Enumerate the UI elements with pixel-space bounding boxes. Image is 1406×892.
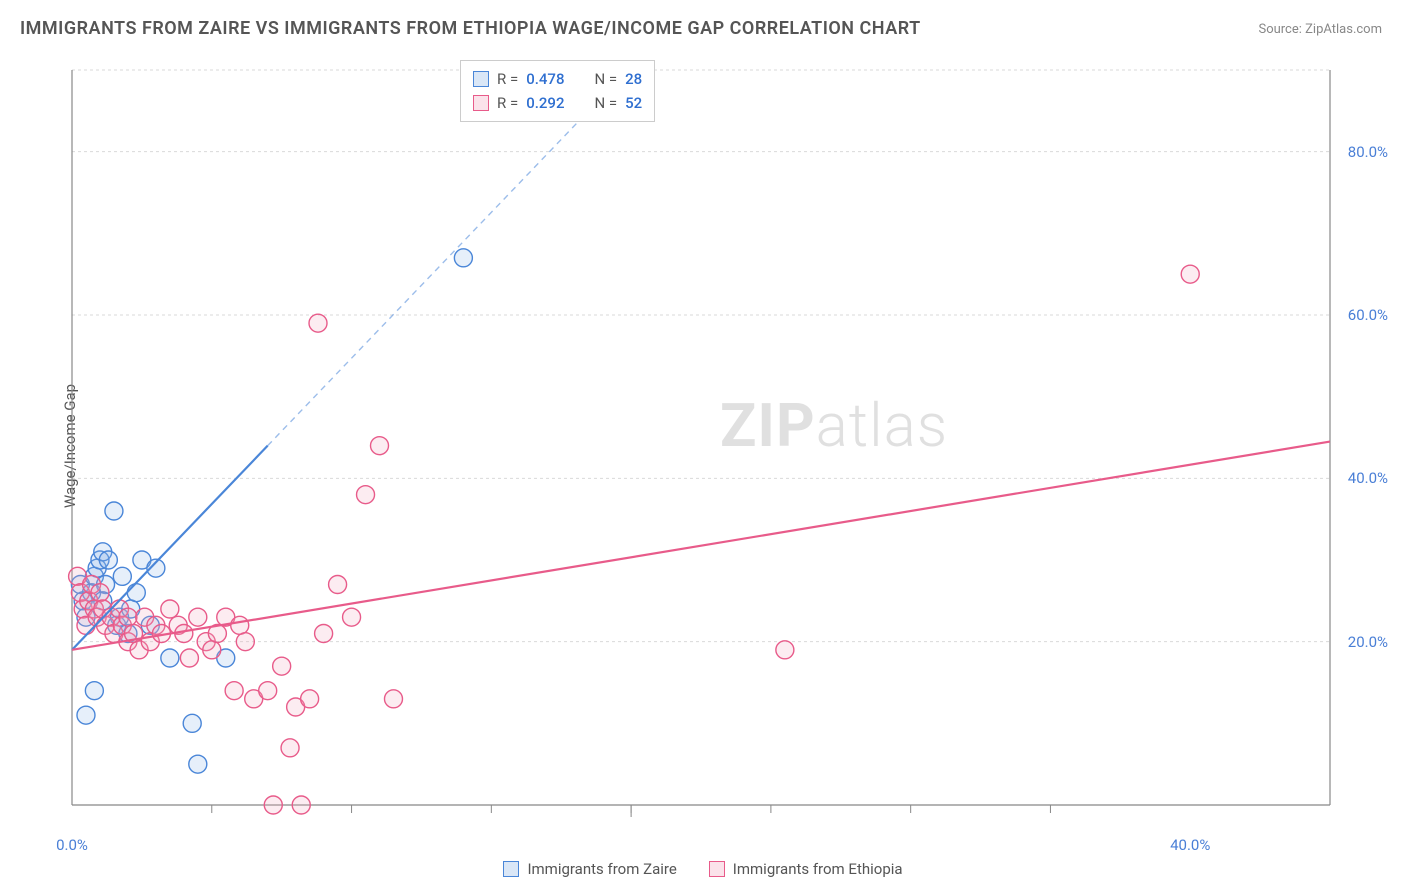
- chart-title: IMMIGRANTS FROM ZAIRE VS IMMIGRANTS FROM…: [20, 18, 921, 39]
- legend-series: Immigrants from Zaire Immigrants from Eth…: [0, 860, 1406, 878]
- r-label: R =: [497, 70, 518, 88]
- legend-series-item: Immigrants from Ethiopia: [709, 860, 903, 878]
- legend-swatch: [473, 71, 489, 87]
- source-label: Source: ZipAtlas.com: [1258, 22, 1382, 37]
- r-value: 0.292: [526, 94, 564, 112]
- y-tick-label: 40.0%: [1348, 469, 1388, 487]
- legend-swatch: [473, 95, 489, 111]
- y-tick-label: 80.0%: [1348, 143, 1388, 161]
- legend-swatch: [503, 861, 519, 877]
- r-label: R =: [497, 94, 518, 112]
- legend-series-label: Immigrants from Zaire: [527, 860, 676, 878]
- y-tick-label: 60.0%: [1348, 306, 1388, 324]
- n-value: 28: [625, 70, 642, 88]
- x-tick-label: 0.0%: [56, 836, 88, 854]
- legend-swatch: [709, 861, 725, 877]
- legend-series-label: Immigrants from Ethiopia: [733, 860, 903, 878]
- n-label: N =: [594, 70, 617, 88]
- legend-series-item: Immigrants from Zaire: [503, 860, 676, 878]
- legend-stats: R = 0.478 N = 28 R = 0.292 N = 52: [460, 60, 655, 122]
- x-tick-label: 40.0%: [1170, 836, 1210, 854]
- legend-stat-row: R = 0.478 N = 28: [473, 67, 642, 91]
- legend-stat-row: R = 0.292 N = 52: [473, 91, 642, 115]
- y-tick-label: 20.0%: [1348, 633, 1388, 651]
- plot-area: [50, 55, 1370, 825]
- scatter-svg: [50, 55, 1370, 825]
- r-value: 0.478: [526, 70, 564, 88]
- n-value: 52: [625, 94, 642, 112]
- n-label: N =: [594, 94, 617, 112]
